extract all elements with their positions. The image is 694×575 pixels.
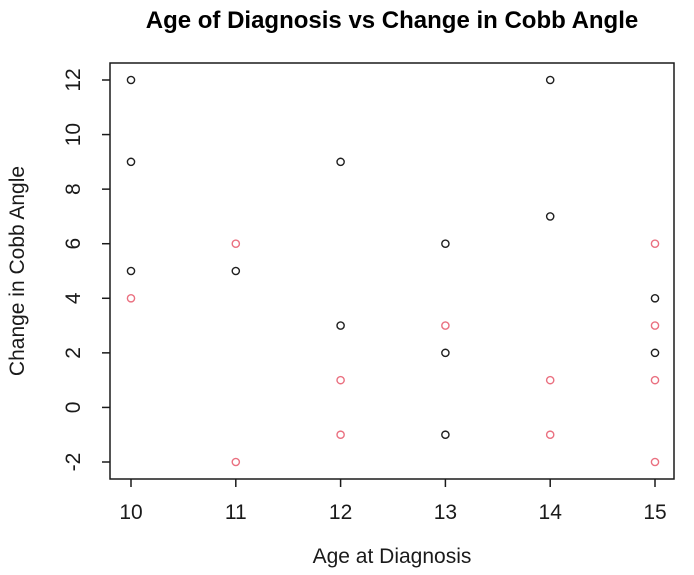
y-tick-label: 2 xyxy=(62,347,85,359)
data-point-black-points xyxy=(441,239,450,249)
data-point-red-points xyxy=(126,293,136,303)
data-point-red-points xyxy=(231,457,241,467)
data-point-red-points xyxy=(650,321,660,330)
data-point-black-points xyxy=(545,212,555,221)
x-tick-label: 15 xyxy=(643,501,666,524)
y-tick-label: 4 xyxy=(62,292,85,304)
data-point-red-points xyxy=(231,239,241,249)
data-point-black-points xyxy=(650,348,660,358)
x-tick-label: 12 xyxy=(329,501,352,524)
x-tick-label: 10 xyxy=(119,501,142,524)
data-point-red-points xyxy=(650,457,660,467)
x-axis-title: Age at Diagnosis xyxy=(312,545,472,568)
data-point-black-points xyxy=(126,75,136,85)
data-point-black-points xyxy=(441,348,450,358)
y-tick-label: -2 xyxy=(62,453,85,472)
data-point-red-points xyxy=(336,375,345,385)
data-point-red-points xyxy=(545,375,555,385)
y-tick-label: 10 xyxy=(62,123,85,146)
data-point-red-points xyxy=(336,430,345,440)
data-point-black-points xyxy=(650,293,660,303)
data-point-black-points xyxy=(126,266,136,276)
data-point-black-points xyxy=(545,75,555,85)
data-point-red-points xyxy=(650,375,660,385)
data-point-black-points xyxy=(441,430,450,440)
y-tick-label: 0 xyxy=(62,402,85,414)
plot-box xyxy=(109,62,675,480)
y-tick-label: 12 xyxy=(62,68,85,91)
data-point-red-points xyxy=(545,430,555,440)
data-point-black-points xyxy=(336,157,345,167)
x-tick-label: 13 xyxy=(434,501,457,524)
y-tick-label: 8 xyxy=(62,183,85,195)
data-point-black-points xyxy=(231,266,241,276)
data-point-red-points xyxy=(650,239,660,249)
x-tick-label: 14 xyxy=(539,501,563,524)
data-point-black-points xyxy=(126,157,136,167)
y-tick-label: 6 xyxy=(62,238,85,250)
data-point-red-points xyxy=(441,321,450,330)
chart-title: Age of Diagnosis vs Change in Cobb Angle xyxy=(145,7,639,34)
x-tick-label: 11 xyxy=(225,501,247,524)
data-point-black-points xyxy=(336,321,345,330)
